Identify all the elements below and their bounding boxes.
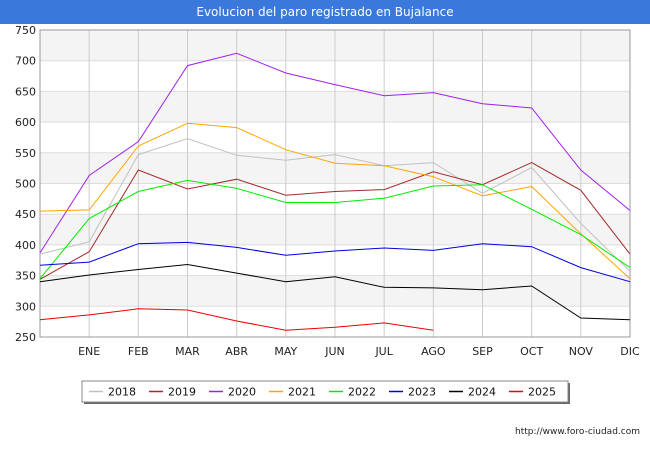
legend-label-2024: 2024 — [468, 386, 496, 399]
legend-label-2018: 2018 — [108, 386, 136, 399]
y-tick-label-750: 750 — [15, 24, 36, 37]
legend-label-2019: 2019 — [168, 386, 196, 399]
series-line-2019 — [39, 162, 631, 280]
y-axis-labels: 250 300 350 400 450 500 550 600 650 700 750 — [15, 24, 36, 344]
series-line-2018 — [39, 138, 631, 272]
x-tick-label-feb: FEB — [128, 345, 149, 358]
legend-box — [81, 380, 569, 403]
y-tick-label-650: 650 — [15, 85, 36, 98]
plot-area-frame — [39, 29, 631, 338]
y-tick-label-600: 600 — [15, 116, 36, 129]
legend: 2018 2019 2020 2021 2022 2023 2024 2025 — [81, 380, 570, 404]
x-tick-label-oct: OCT — [520, 345, 543, 358]
y-tick-label-250: 250 — [15, 331, 36, 344]
y-tick-label-350: 350 — [15, 270, 36, 283]
legend-label-2023: 2023 — [408, 386, 436, 399]
series-line-2020 — [39, 52, 631, 254]
series-line-2024 — [39, 263, 631, 321]
series-line-2021 — [39, 122, 631, 280]
legend-label-2025: 2025 — [528, 386, 556, 399]
x-tick-label-sep: SEP — [472, 345, 493, 358]
chart-title: Evolucion del paro registrado en Bujalan… — [0, 0, 650, 24]
y-tick-label-400: 400 — [15, 239, 36, 252]
x-tick-label-dic: DIC — [620, 345, 640, 358]
x-tick-label-jul: JUL — [374, 345, 393, 358]
x-tick-label-ago: AGO — [421, 345, 446, 358]
y-tick-label-300: 300 — [15, 300, 36, 313]
x-tick-label-nov: NOV — [569, 345, 594, 358]
y-tick-label-700: 700 — [15, 55, 36, 68]
series-line-2025 — [39, 308, 434, 331]
x-tick-label-may: MAY — [274, 345, 297, 358]
legend-label-2022: 2022 — [348, 386, 376, 399]
x-tick-label-abr: ABR — [225, 345, 248, 358]
legend-label-2020: 2020 — [228, 386, 256, 399]
legend-label-2021: 2021 — [288, 386, 316, 399]
source-credit: http://www.foro-ciudad.com — [515, 427, 640, 437]
x-tick-label-mar: MAR — [175, 345, 200, 358]
series-lines — [39, 52, 631, 331]
x-axis-labels: ENE FEB MAR ABR MAY JUN JUL AGO SEP OCT NOV DIC — [78, 345, 640, 358]
series-line-2022 — [39, 179, 631, 280]
x-tick-label-jun: JUN — [324, 345, 345, 358]
y-tick-label-450: 450 — [15, 208, 36, 221]
y-tick-label-550: 550 — [15, 147, 36, 160]
series-line-2023 — [39, 241, 631, 283]
y-tick-label-500: 500 — [15, 178, 36, 191]
x-tick-label-ene: ENE — [78, 345, 100, 358]
